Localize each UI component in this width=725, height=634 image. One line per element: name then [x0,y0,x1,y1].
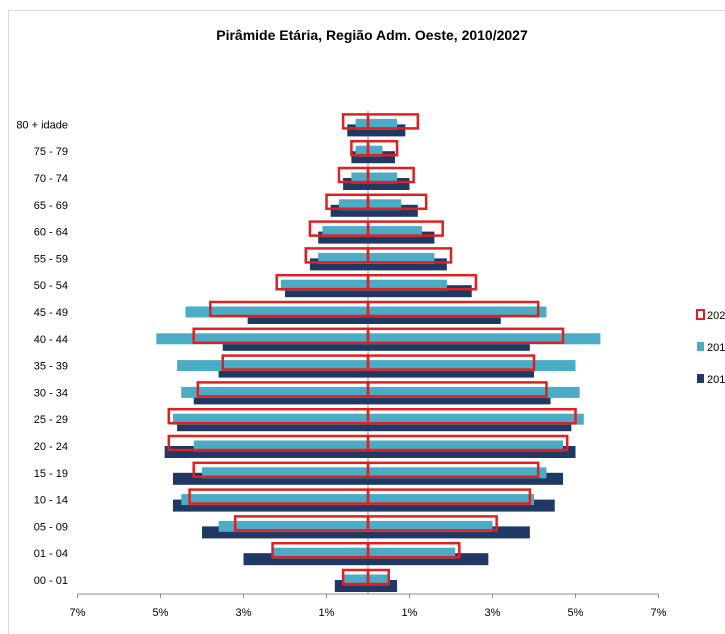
bar-2027-right [366,113,420,130]
legend-swatch-2027 [696,309,705,320]
bar-2017-left [156,333,368,345]
x-tick-label: 7% [70,607,86,619]
legend-swatch-2010 [697,374,704,383]
category-label: 40 - 44 [34,334,68,346]
category-label: 10 - 14 [34,495,68,507]
category-label: 30 - 34 [34,387,68,399]
bar-2010-left [347,124,368,137]
x-tick-label: 5% [153,607,169,619]
bar-2017-left [351,172,368,184]
bar-2017-right [368,199,402,211]
bar-2017-left [172,413,368,425]
bar-2027-right [366,541,461,559]
bar-2017-left [185,306,368,318]
bar-2027-right [366,568,390,586]
x-tick-label: 5% [568,607,584,619]
legend: 2027 2017 2010 [696,309,725,386]
bar-2017-right [368,172,398,184]
x-tick-label: 7% [651,607,667,619]
bar-2010-right [368,124,406,137]
bar-2027-right [366,166,415,184]
bar-2027-right [366,434,569,452]
x-tick-labels: 7% 5% 3% 1% 1% 3% 5% 7% [70,594,667,619]
bar-2027-right [366,407,577,425]
bar-2017-left [322,226,368,238]
category-label: 15 - 19 [34,468,68,480]
bar-2017-left [355,145,368,157]
category-label: 01 - 04 [34,548,68,560]
bar-2017-right [368,360,576,372]
legend-swatch-2017 [697,342,704,351]
category-label: 25 - 29 [34,414,68,426]
bar-2017-left [343,574,368,586]
category-label: 60 - 64 [34,227,68,239]
bar-2017-left [318,252,368,264]
bar-2017-left [218,520,368,532]
bar-2017-right [368,279,447,291]
bar-2017-right [368,494,534,506]
bar-2017-left [355,118,368,130]
category-label: 80 + idade [16,119,68,131]
bar-2017-right [368,413,584,425]
bar-2017-right [368,145,383,157]
bar-2017-left [181,386,368,398]
legend-label-2010: 2010 [707,374,725,386]
category-label: 05 - 09 [34,521,68,533]
axis-lines [77,111,659,595]
x-tick-label: 3% [236,607,252,619]
bar-2017-right [368,440,564,452]
category-labels: 80 + idade 75 - 79 70 - 74 65 - 69 60 - 64 55… [16,119,68,587]
bar-2017-left [193,440,368,452]
bars-group [156,113,601,592]
category-label: 00 - 01 [34,575,68,587]
chart-title: Pirâmide Etária, Região Adm. Oeste, 2010… [216,27,528,43]
bar-2017-right [368,306,547,318]
bar-2027-right [366,273,478,291]
category-label: 50 - 54 [34,280,68,292]
category-label: 65 - 69 [34,200,68,212]
bar-2027-right [366,354,536,371]
bar-2017-left [280,279,368,291]
bar-2017-left [202,467,368,479]
bar-2027-right [366,193,428,211]
bar-2017-right [368,574,389,586]
x-tick-label: 1% [319,607,335,619]
bar-2027-right [366,247,453,264]
bar-2017-right [368,547,456,559]
bar-2017-left [272,547,368,559]
category-label: 75 - 79 [34,146,68,158]
category-label: 70 - 74 [34,173,68,185]
category-label: 55 - 59 [34,253,68,265]
bar-2027-right [366,515,498,532]
legend-label-2027: 2027 [707,310,725,322]
bar-2027-right [366,327,565,345]
bar-2017-left [338,199,368,211]
bar-2017-right [368,386,580,398]
bar-2027-right [366,381,548,398]
bar-2017-right [368,226,422,238]
bar-2017-right [368,520,493,532]
category-label: 45 - 49 [34,307,68,319]
bar-2027-right [366,461,540,479]
category-label: 35 - 39 [34,361,68,373]
bar-2027-right [366,139,399,157]
bar-2017-right [368,333,601,345]
bar-2017-right [368,118,398,130]
bar-2017-right [368,252,435,264]
bar-2027-right [366,220,444,237]
chart-frame [8,10,725,634]
bar-2017-left [181,494,368,506]
bar-2027-right [366,488,532,505]
bar-2017-right [368,467,547,479]
x-tick-label: 3% [485,607,501,619]
category-label: 20 - 24 [34,441,68,453]
bar-2017-left [177,360,368,372]
x-tick-label: 1% [402,607,418,619]
bar-2027-right [366,300,540,318]
legend-label-2017: 2017 [707,342,725,354]
